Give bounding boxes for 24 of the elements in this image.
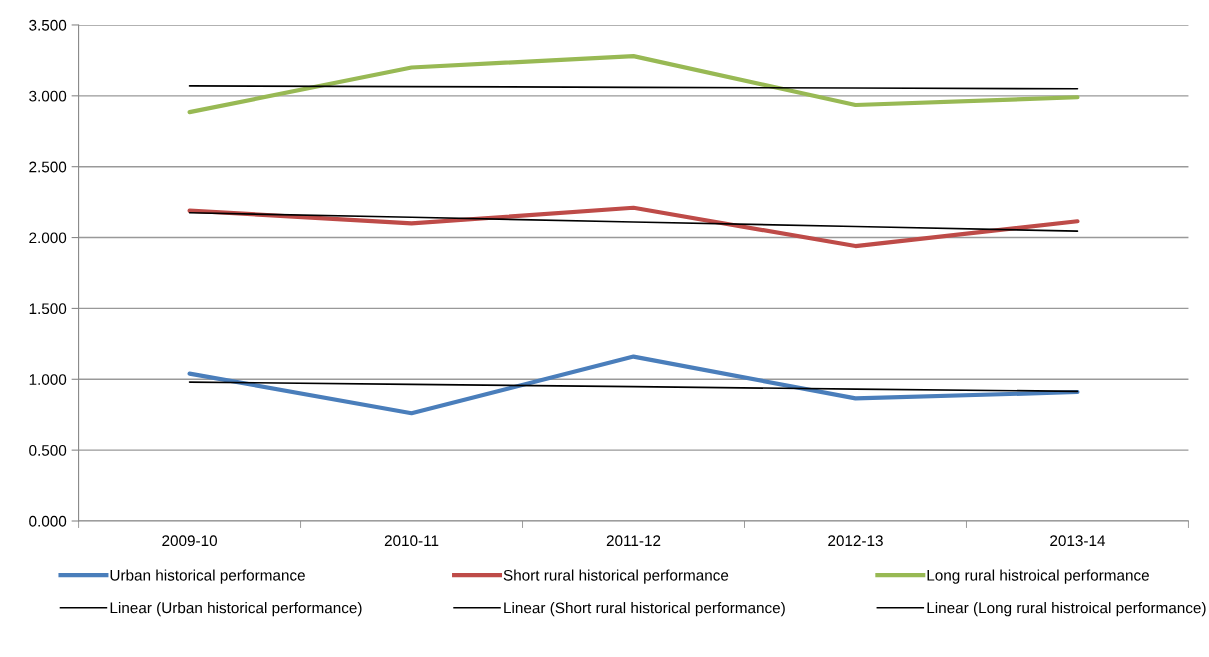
y-tick-label: 1.500: [29, 303, 67, 315]
legend-label: Urban historical performance: [110, 569, 305, 584]
legend-label: Linear (Short rural historical performance): [504, 602, 785, 617]
y-tick-label: 3.000: [29, 90, 67, 102]
y-tick-label: 0.500: [29, 445, 67, 456]
line-series: [188, 381, 1079, 393]
x-tick-label: 2012-13: [828, 535, 883, 547]
line-series: [187, 54, 1080, 115]
y-tick-label: 1.000: [29, 374, 67, 385]
y-tick-label: 0.000: [29, 515, 67, 527]
x-tick-label: 2009-10: [162, 535, 218, 547]
legend-label: Linear (Urban historical performance): [110, 602, 362, 617]
legend-label: Short rural historical performance: [503, 569, 729, 584]
line-series: [187, 205, 1080, 249]
legend-label: Linear (Long rural histroical performance): [927, 602, 1206, 617]
y-tick-label: 2.000: [29, 232, 67, 244]
x-tick-label: 2011-12: [606, 535, 661, 547]
x-tick-label: 2013-14: [1050, 535, 1106, 547]
line-series: [188, 211, 1079, 233]
y-tick-label: 2.500: [29, 161, 67, 173]
x-tick-label: 2010-11: [384, 535, 439, 547]
y-tick-label: 3.500: [29, 19, 67, 31]
line-series: [187, 354, 1080, 416]
legend-label: Long rural histroical performance: [927, 569, 1149, 584]
